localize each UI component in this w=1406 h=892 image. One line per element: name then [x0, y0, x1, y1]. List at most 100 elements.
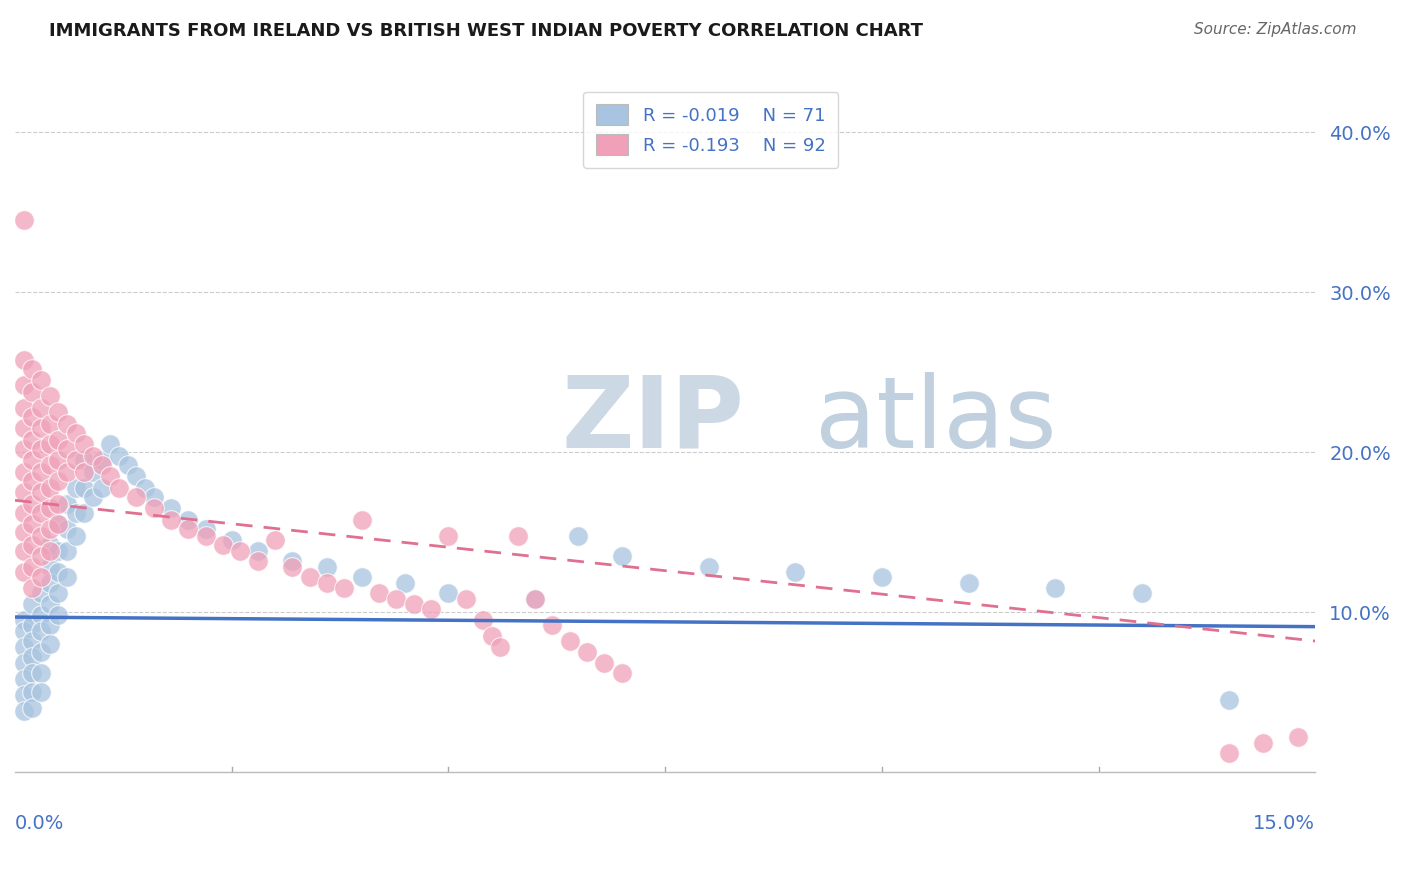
Point [394, 576, 416, 591]
Point [610, 549, 633, 564]
Point [82, 449, 104, 463]
Point [1130, 586, 1153, 600]
Point [30, 685, 52, 699]
Point [21, 362, 44, 376]
Point [21, 517, 44, 532]
Point [567, 528, 589, 542]
Point [30, 506, 52, 520]
Point [73, 481, 96, 495]
Point [350, 570, 373, 584]
Point [21, 453, 44, 467]
Point [1286, 730, 1309, 744]
Point [38, 597, 60, 611]
Point [38, 576, 60, 591]
Point [481, 629, 503, 643]
Point [30, 485, 52, 500]
Point [38, 618, 60, 632]
Point [437, 586, 460, 600]
Text: 0.0%: 0.0% [15, 814, 65, 833]
Point [13, 613, 35, 627]
Point [13, 465, 35, 479]
Point [30, 465, 52, 479]
Point [125, 490, 148, 504]
Point [65, 528, 87, 542]
Point [21, 538, 44, 552]
Point [246, 554, 269, 568]
Point [13, 421, 35, 435]
Point [21, 410, 44, 425]
Point [21, 582, 44, 596]
Point [38, 481, 60, 495]
Point [30, 373, 52, 387]
Point [38, 437, 60, 451]
Point [1218, 746, 1240, 760]
Point [56, 417, 79, 431]
Point [46, 517, 69, 532]
Point [56, 442, 79, 457]
Point [1253, 736, 1275, 750]
Point [46, 405, 69, 419]
Text: ZIP: ZIP [561, 372, 744, 469]
Point [98, 469, 121, 483]
Point [13, 506, 35, 520]
Point [13, 689, 35, 703]
Point [56, 522, 79, 536]
Point [21, 597, 44, 611]
Point [13, 640, 35, 655]
Point [316, 576, 339, 591]
Point [13, 442, 35, 457]
Text: IMMIGRANTS FROM IRELAND VS BRITISH WEST INDIAN POVERTY CORRELATION CHART: IMMIGRANTS FROM IRELAND VS BRITISH WEST … [49, 22, 924, 40]
Point [108, 449, 131, 463]
Point [870, 570, 893, 584]
Point [30, 570, 52, 584]
Point [177, 512, 200, 526]
Point [246, 544, 269, 558]
Point [1045, 582, 1067, 596]
Point [160, 501, 183, 516]
Point [177, 522, 200, 536]
Point [46, 586, 69, 600]
Point [56, 544, 79, 558]
Point [368, 586, 391, 600]
Point [194, 522, 217, 536]
Text: 15.0%: 15.0% [1253, 814, 1316, 833]
Point [30, 401, 52, 415]
Point [46, 544, 69, 558]
Point [90, 458, 112, 472]
Point [134, 481, 156, 495]
Point [697, 560, 720, 574]
Point [402, 597, 425, 611]
Point [541, 618, 564, 632]
Point [489, 640, 512, 655]
Point [56, 570, 79, 584]
Point [13, 378, 35, 392]
Point [13, 213, 35, 227]
Point [82, 465, 104, 479]
Point [21, 666, 44, 681]
Point [21, 634, 44, 648]
Point [13, 485, 35, 500]
Point [13, 352, 35, 367]
Point [21, 560, 44, 574]
Point [212, 538, 235, 552]
Point [13, 624, 35, 639]
Point [593, 657, 616, 671]
Point [65, 506, 87, 520]
Point [298, 570, 321, 584]
Point [30, 608, 52, 623]
Point [30, 586, 52, 600]
Point [38, 637, 60, 651]
Point [46, 474, 69, 488]
Point [82, 490, 104, 504]
Point [38, 389, 60, 403]
Point [46, 566, 69, 580]
Text: atlas: atlas [814, 372, 1056, 469]
Point [13, 525, 35, 540]
Point [21, 474, 44, 488]
Point [65, 426, 87, 441]
Point [38, 417, 60, 431]
Point [264, 533, 287, 548]
Point [229, 544, 252, 558]
Point [30, 421, 52, 435]
Point [385, 592, 408, 607]
